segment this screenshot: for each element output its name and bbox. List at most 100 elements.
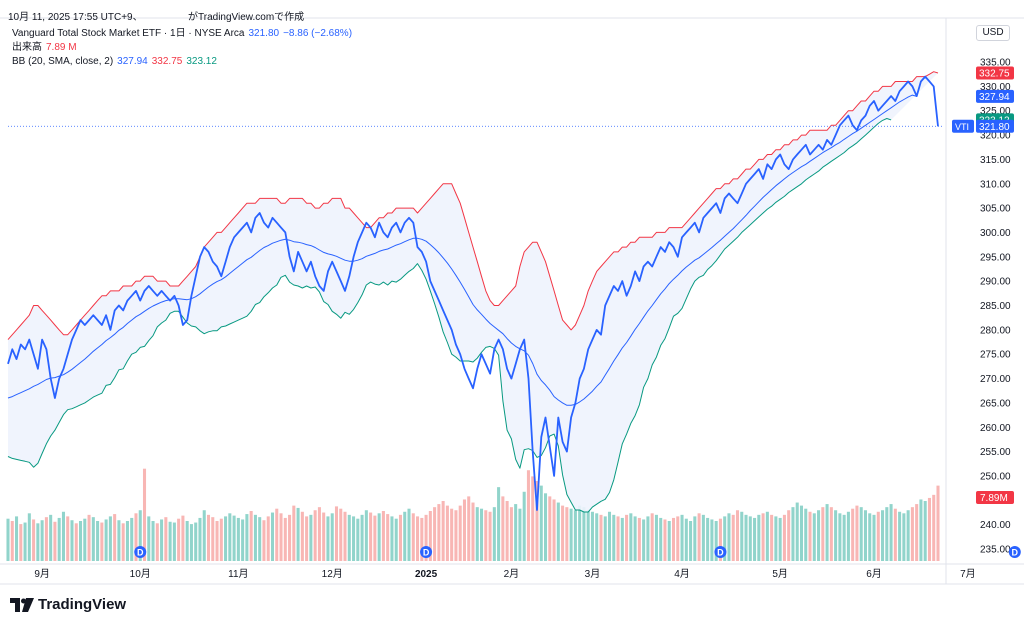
- bollinger-band-fill: [8, 71, 938, 512]
- volume-bar: [834, 510, 838, 561]
- volume-bar: [189, 524, 193, 561]
- volume-bar: [270, 512, 275, 561]
- dividend-marker[interactable]: D: [1008, 546, 1021, 558]
- legend-symbol-row[interactable]: Vanguard Total Stock Market ETF · 1日 · N…: [12, 27, 352, 41]
- y-tick-label: 250.00: [980, 471, 1011, 482]
- volume-bar: [714, 521, 718, 561]
- volume-bar: [774, 516, 778, 561]
- x-tick-label: 4月: [674, 568, 690, 580]
- volume-bar: [224, 516, 228, 561]
- volume-bar: [915, 504, 919, 561]
- volume-bar: [15, 516, 19, 561]
- volume-bar: [552, 499, 556, 561]
- volume-bar: [616, 516, 620, 561]
- tradingview-logo[interactable]: TradingView: [10, 596, 126, 613]
- x-tick-label: 7月: [960, 568, 976, 580]
- volume-bar: [509, 507, 513, 561]
- volume-bar: [753, 517, 757, 561]
- dividend-marker[interactable]: D: [420, 546, 433, 558]
- volume-bar: [475, 507, 479, 561]
- volume-bar: [488, 511, 492, 561]
- volume-bar: [326, 516, 330, 561]
- volume-bar: [795, 502, 799, 561]
- volume-bar: [629, 513, 633, 561]
- bb-basis-line: [7, 94, 917, 406]
- dividend-marker-circle: [134, 546, 147, 558]
- volume-bar: [245, 514, 249, 561]
- volume-bar: [296, 507, 300, 561]
- x-tick-label: 11月: [228, 568, 248, 580]
- volume-bar: [249, 511, 253, 561]
- volume-bar: [829, 507, 833, 561]
- volume-bar: [279, 513, 283, 561]
- volume-bar: [194, 522, 198, 561]
- volume-bar: [770, 514, 774, 561]
- volume-bar: [27, 513, 31, 561]
- volume-bar: [228, 513, 232, 561]
- x-tick-label: 12月: [322, 568, 343, 580]
- volume-bar: [846, 511, 850, 561]
- volume-bar: [531, 476, 535, 561]
- volume-bar: [718, 518, 722, 561]
- volume-bar: [817, 510, 821, 561]
- volume-bar: [377, 513, 381, 561]
- volume-bar: [910, 507, 914, 561]
- dividend-marker-circle: [420, 546, 433, 558]
- legend-price: 321.80: [248, 28, 280, 39]
- dividend-marker[interactable]: D: [714, 546, 727, 558]
- x-tick-label: 2月: [504, 568, 520, 580]
- volume-bar: [620, 517, 624, 561]
- volume-bar: [689, 521, 693, 561]
- x-tick-label: 10月: [130, 568, 151, 580]
- dividend-marker[interactable]: D: [134, 546, 147, 558]
- price-label-327.94: 327.94: [976, 89, 1014, 103]
- legend-bb-lower: 323.12: [186, 56, 217, 67]
- volume-bar: [582, 507, 586, 561]
- volume-bar: [433, 507, 437, 561]
- volume-bar: [539, 485, 543, 561]
- volume-bar: [569, 508, 573, 561]
- volume-bar: [445, 505, 449, 561]
- volume-bar: [863, 510, 868, 561]
- volume-bar: [44, 517, 48, 561]
- price-label-text: 327.94: [979, 92, 1010, 103]
- volume-bar: [6, 518, 10, 561]
- y-tick-label: 315.00: [980, 155, 1011, 166]
- volume-bar: [113, 514, 117, 561]
- y-tick-label: 240.00: [980, 520, 1011, 531]
- volume-bar: [782, 514, 786, 561]
- volume-bar: [932, 494, 936, 561]
- volume-bar: [693, 516, 697, 561]
- price-line: [7, 75, 939, 511]
- volume-bar: [211, 517, 215, 561]
- price-label-321.80: 321.80 VTI: [952, 119, 1014, 133]
- volume-bar: [360, 514, 364, 561]
- volume-bar: [744, 514, 748, 561]
- legend-volume-row[interactable]: 出来高 7.89 M: [12, 41, 352, 55]
- volume-bar: [548, 496, 552, 561]
- volume-bar: [812, 513, 816, 561]
- chart-datetime: 10月 11, 2025 17:55 UTC+9、: [8, 12, 143, 23]
- dividend-marker-text: D: [423, 548, 430, 558]
- volume-bar: [633, 516, 637, 561]
- volume-bar: [804, 508, 808, 561]
- price-label-box: [976, 119, 1014, 133]
- volume-bar: [838, 513, 842, 561]
- y-tick-label: 300.00: [980, 228, 1011, 239]
- price-label-box: [976, 89, 1014, 103]
- x-tick-label: 5月: [772, 568, 788, 580]
- volume-bar: [117, 520, 121, 561]
- volume-bar: [437, 504, 441, 561]
- volume-bar: [454, 510, 458, 561]
- volume-bar: [364, 510, 368, 561]
- volume-bar: [501, 496, 505, 561]
- currency-button[interactable]: USD: [976, 25, 1010, 41]
- volume-bar: [522, 491, 526, 561]
- volume-bar: [757, 514, 761, 561]
- volume-bar: [253, 514, 257, 561]
- y-tick-label: 320.00: [980, 131, 1011, 142]
- legend-bb-row[interactable]: BB (20, SMA, close, 2) 327.94 332.75 323…: [12, 55, 352, 69]
- y-tick-label: 285.00: [980, 301, 1011, 312]
- volume-bar: [219, 518, 223, 561]
